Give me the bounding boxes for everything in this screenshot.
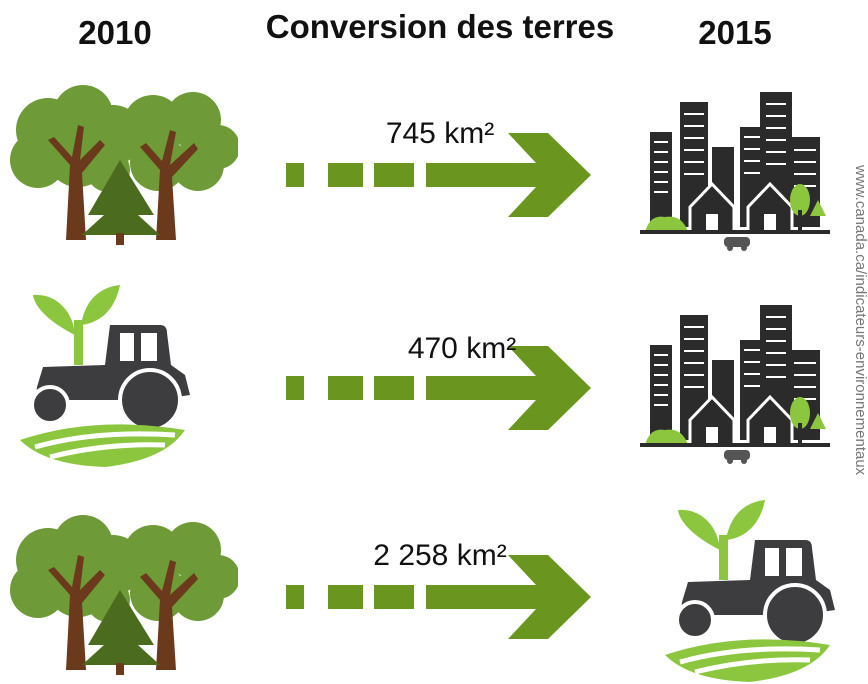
conversion-label: 2 258 km²	[373, 539, 506, 572]
infographic: 2010 Conversion des terres 2015 745 km² …	[0, 0, 868, 684]
urban-icon	[640, 92, 830, 251]
title: Conversion des terres	[266, 8, 614, 45]
conversion-label: 745 km²	[386, 117, 494, 150]
urban-icon	[640, 305, 830, 464]
year-to: 2015	[698, 14, 771, 51]
forest-icon	[10, 85, 240, 245]
forest-icon	[10, 515, 240, 675]
agriculture-icon	[20, 285, 190, 467]
source-url: www.canada.ca/indicateurs-environnementa…	[852, 164, 868, 476]
agriculture-icon	[665, 500, 835, 682]
year-from: 2010	[78, 14, 151, 51]
conversion-label: 470 km²	[408, 332, 516, 365]
